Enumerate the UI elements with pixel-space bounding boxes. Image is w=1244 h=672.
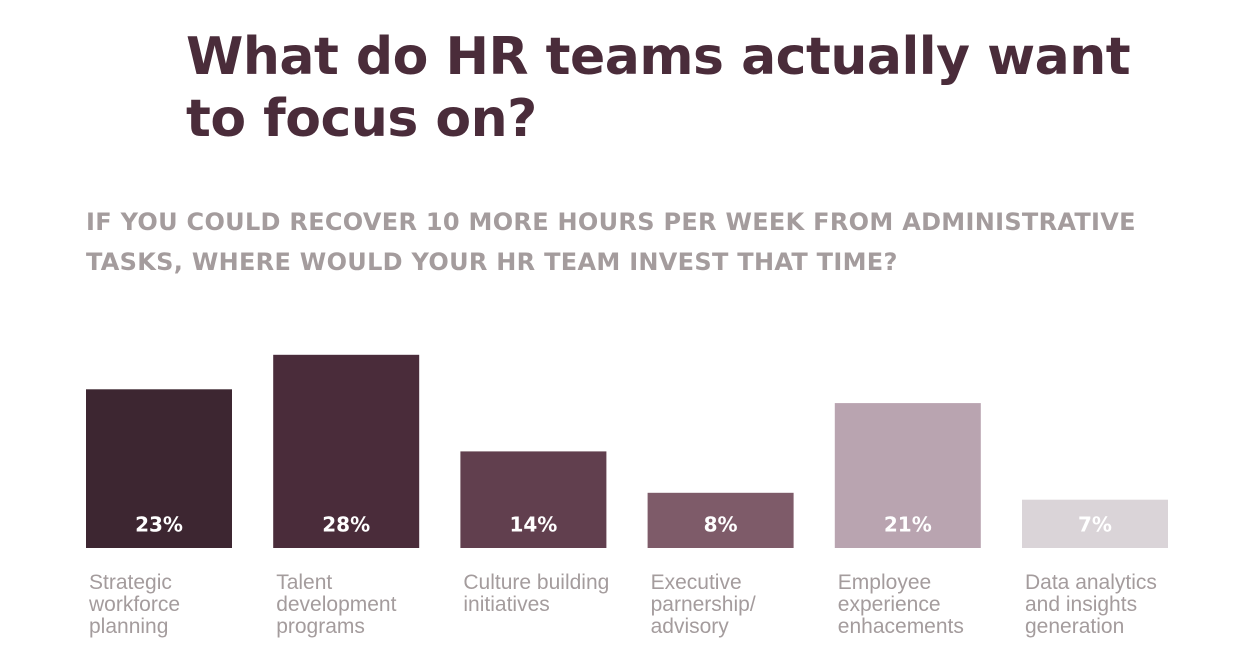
bar-value-label-2: 28%: [322, 513, 370, 537]
bar-chart: 23% 28% 14% 8% 21% 7%: [86, 354, 1168, 548]
bar-2: [273, 354, 420, 548]
category-label-1: Strategic workforce planning: [89, 571, 181, 638]
bar-5: [834, 403, 981, 548]
bar-3: [460, 451, 607, 548]
bar-value-label-6: 7%: [1078, 513, 1112, 537]
bar-value-label-1: 23%: [135, 513, 183, 537]
category-label-4: Executive parnership/ advisory: [650, 571, 756, 638]
chart-subtitle: IF YOU COULD RECOVER 10 MORE HOURS PER W…: [86, 208, 1136, 276]
page-title: What do HR teams actually want to focus …: [186, 27, 1131, 149]
bar-value-label-3: 14%: [509, 513, 557, 537]
category-label-3: Culture building initiatives: [463, 571, 610, 616]
bar-value-label-4: 8%: [704, 513, 738, 537]
bar-4: [647, 492, 794, 548]
category-label-2: Talent development programs: [276, 571, 397, 638]
bar-1: [86, 389, 232, 548]
bar-6: [1022, 499, 1168, 548]
category-label-6: Data analytics and insights generation: [1025, 571, 1157, 638]
bar-value-label-5: 21%: [884, 513, 932, 537]
category-label-5: Employee experience enhacements: [837, 571, 964, 638]
